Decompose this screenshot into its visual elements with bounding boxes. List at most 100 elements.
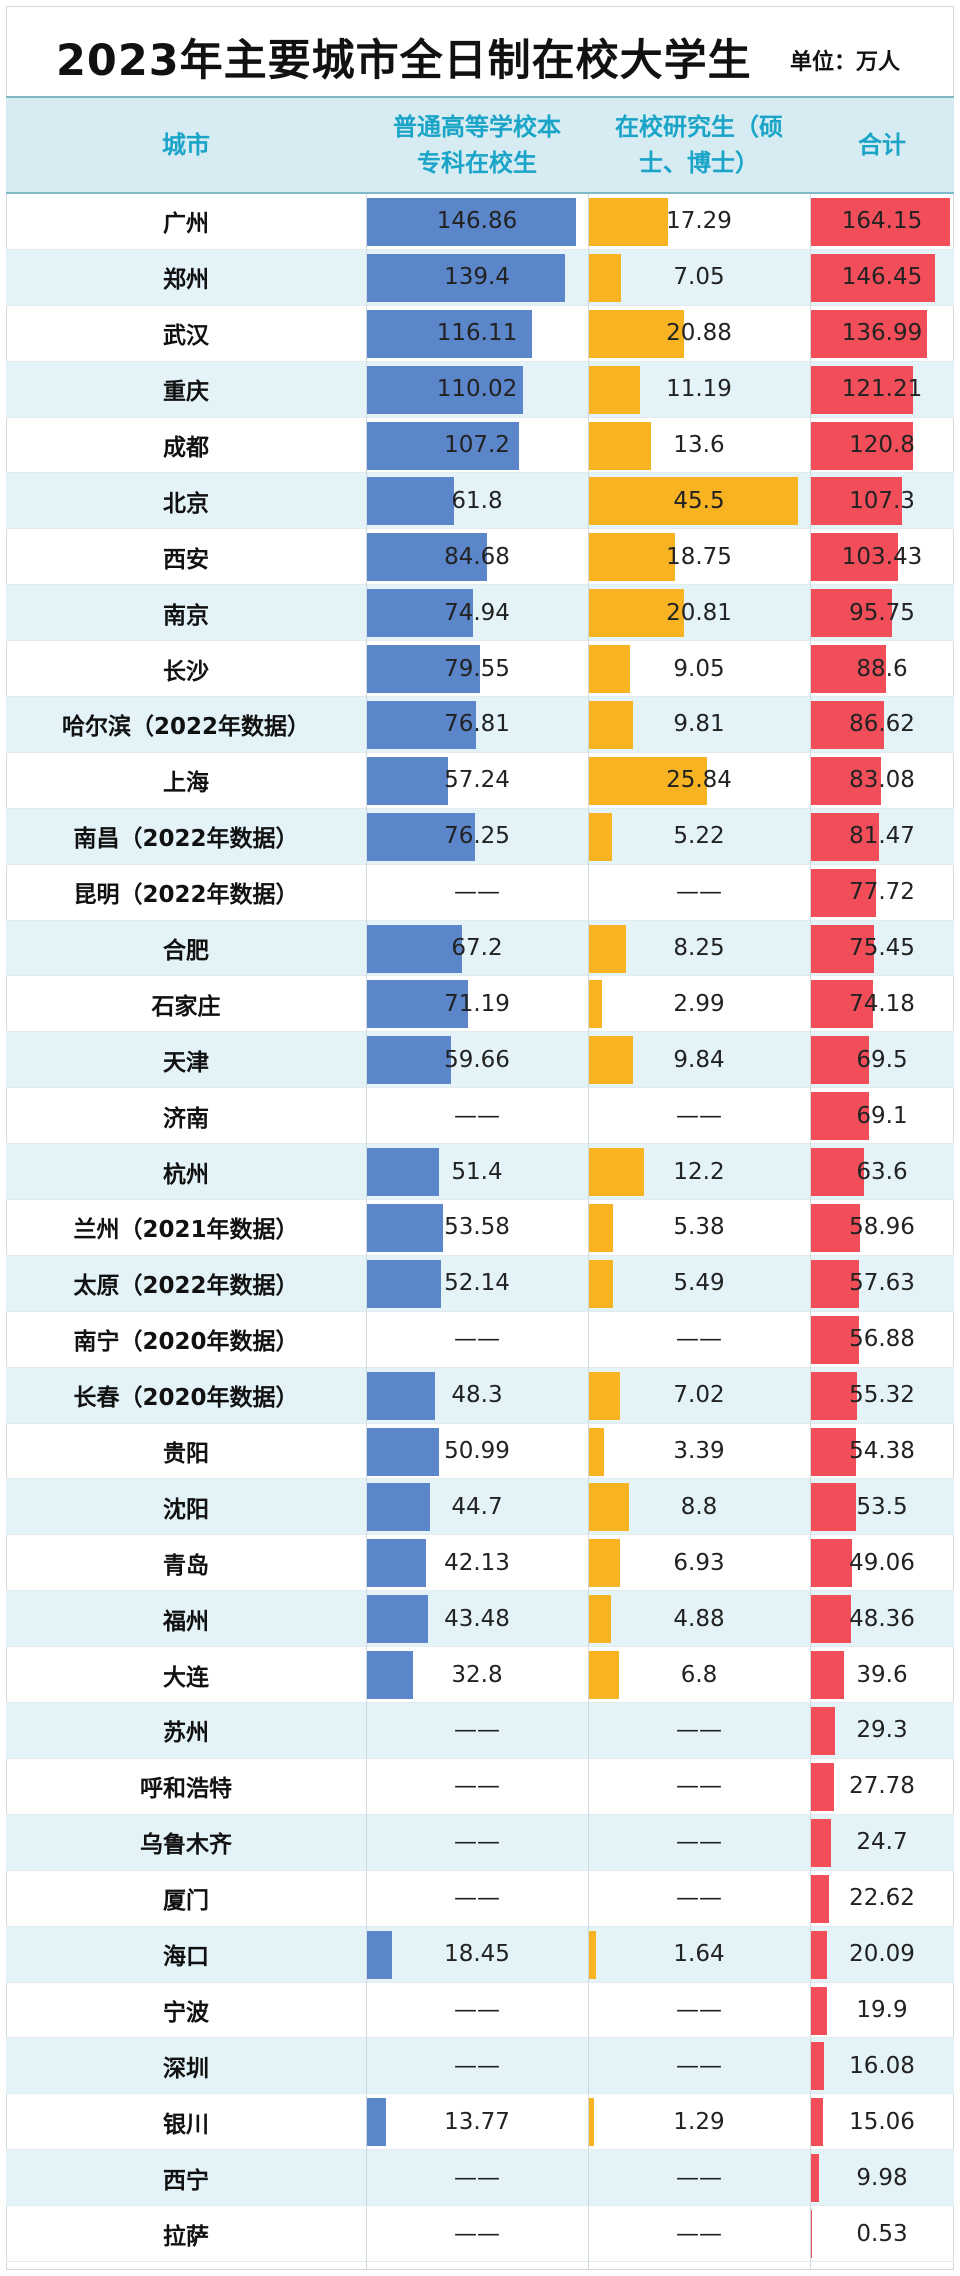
undergrad-value: 76.25 bbox=[444, 823, 510, 850]
undergrad-value: 79.55 bbox=[444, 655, 510, 682]
undergrad-bar bbox=[366, 477, 455, 526]
total-bar bbox=[810, 589, 892, 638]
undergrad-value: 53.58 bbox=[444, 1214, 510, 1241]
postgrad-value: —— bbox=[676, 2164, 722, 2191]
city-label: 沈阳 bbox=[163, 1496, 209, 1523]
total-bar bbox=[810, 198, 950, 246]
table-row: 上海 57.24 25.84 83.08 bbox=[6, 753, 954, 809]
table-row: 哈尔滨（2022年数据） 76.81 9.81 86.62 bbox=[6, 697, 954, 753]
undergrad-value: 52.14 bbox=[444, 1270, 510, 1297]
postgrad-value: 9.84 bbox=[673, 1046, 725, 1073]
city-label: 武汉 bbox=[163, 323, 209, 350]
total-value: 77.72 bbox=[849, 879, 915, 906]
city-label: 天津 bbox=[163, 1049, 209, 1076]
postgrad-bar bbox=[588, 1259, 614, 1308]
postgrad-bar bbox=[588, 2098, 594, 2147]
table-row: 重庆 110.02 11.19 121.21 bbox=[6, 361, 954, 418]
total-bar bbox=[810, 868, 877, 917]
table-row: 南宁（2020年数据） —— —— 56.88 bbox=[6, 1312, 954, 1368]
postgrad-value: 18.75 bbox=[666, 543, 732, 570]
undergrad-value: —— bbox=[454, 1326, 500, 1353]
postgrad-bar bbox=[588, 589, 685, 638]
city-label: 郑州 bbox=[163, 267, 209, 294]
postgrad-value: 7.05 bbox=[673, 264, 725, 291]
postgrad-bar bbox=[588, 1204, 613, 1253]
postgrad-value: 2.99 bbox=[673, 990, 725, 1017]
total-value: 39.6 bbox=[856, 1661, 908, 1688]
city-label: 济南 bbox=[163, 1105, 209, 1132]
table-row: 福州 43.48 4.88 48.36 bbox=[6, 1591, 954, 1648]
total-value: 20.09 bbox=[849, 1941, 915, 1968]
total-bar bbox=[810, 1204, 861, 1253]
header-undergrad-line1: 普通高等学校本 bbox=[393, 113, 561, 141]
total-value: 19.9 bbox=[856, 1996, 908, 2023]
total-value: 86.62 bbox=[849, 711, 915, 738]
total-value: 53.5 bbox=[856, 1493, 908, 1520]
column-divider bbox=[366, 194, 367, 2270]
total-bar bbox=[810, 645, 886, 694]
total-bar bbox=[810, 1371, 858, 1420]
postgrad-value: 13.6 bbox=[673, 432, 725, 458]
postgrad-bar bbox=[588, 1427, 604, 1476]
total-value: 107.3 bbox=[849, 487, 915, 514]
postgrad-bar bbox=[588, 1483, 629, 1532]
table-row: 南昌（2022年数据） 76.25 5.22 81.47 bbox=[6, 808, 954, 865]
table-row: 大连 32.8 6.8 39.6 bbox=[6, 1647, 954, 1704]
total-bar bbox=[810, 1930, 828, 1979]
undergrad-bar bbox=[366, 1204, 443, 1253]
total-value: 103.43 bbox=[841, 543, 923, 570]
table-row: 济南 —— —— 69.1 bbox=[6, 1088, 954, 1145]
total-bar bbox=[810, 1651, 844, 1700]
total-bar bbox=[810, 1315, 859, 1364]
city-label: 上海 bbox=[163, 770, 209, 797]
undergrad-value: 42.13 bbox=[444, 1549, 510, 1576]
table-row: 沈阳 44.7 8.8 53.5 bbox=[6, 1479, 954, 1536]
city-label: 贵阳 bbox=[163, 1441, 209, 1468]
total-value: 16.08 bbox=[849, 2052, 915, 2079]
postgrad-value: 1.64 bbox=[673, 1941, 725, 1968]
postgrad-value: 45.5 bbox=[673, 487, 725, 514]
table-row: 厦门 —— —— 22.62 bbox=[6, 1871, 954, 1927]
postgrad-value: 8.8 bbox=[680, 1493, 718, 1520]
postgrad-value: 17.29 bbox=[666, 208, 732, 235]
table-row: 兰州（2021年数据） 53.58 5.38 58.96 bbox=[6, 1200, 954, 1256]
header-total: 合计 bbox=[810, 98, 954, 192]
postgrad-bar bbox=[588, 701, 634, 750]
total-value: 15.06 bbox=[849, 2108, 915, 2135]
table-row: 银川 13.77 1.29 15.06 bbox=[6, 2094, 954, 2151]
postgrad-value: 5.38 bbox=[673, 1214, 725, 1241]
total-value: 121.21 bbox=[841, 376, 923, 403]
table-row: 长春（2020年数据） 48.3 7.02 55.32 bbox=[6, 1367, 954, 1424]
total-bar bbox=[810, 2210, 812, 2259]
postgrad-bar bbox=[588, 1148, 645, 1197]
undergrad-bar bbox=[366, 421, 520, 470]
total-value: 0.53 bbox=[856, 2220, 908, 2247]
undergrad-value: 84.68 bbox=[444, 543, 510, 570]
postgrad-bar bbox=[588, 1595, 611, 1644]
column-divider bbox=[588, 194, 589, 2270]
postgrad-bar bbox=[588, 1930, 596, 1979]
postgrad-bar bbox=[588, 812, 613, 861]
undergrad-value: 107.2 bbox=[444, 432, 510, 458]
table-row: 长沙 79.55 9.05 88.6 bbox=[6, 641, 954, 698]
undergrad-bar bbox=[366, 924, 463, 973]
header-postgrad: 在校研究生（硕 士、博士） bbox=[588, 98, 810, 192]
undergrad-bar bbox=[366, 1427, 439, 1476]
postgrad-bar bbox=[588, 1651, 620, 1700]
city-label: 乌鲁木齐 bbox=[140, 1832, 232, 1859]
city-label: 南昌（2022年数据） bbox=[73, 826, 299, 853]
postgrad-value: —— bbox=[676, 1102, 722, 1129]
total-value: 24.7 bbox=[856, 1829, 908, 1856]
header-city-label: 城市 bbox=[162, 131, 210, 159]
header-total-label: 合计 bbox=[858, 131, 906, 159]
total-bar bbox=[810, 1259, 860, 1308]
table-row: 昆明（2022年数据） —— —— 77.72 bbox=[6, 865, 954, 921]
postgrad-value: 8.25 bbox=[673, 935, 725, 962]
undergrad-bar bbox=[366, 533, 488, 582]
postgrad-bar bbox=[588, 198, 668, 246]
city-label: 宁波 bbox=[163, 1999, 209, 2026]
postgrad-value: 1.29 bbox=[673, 2108, 725, 2135]
undergrad-value: —— bbox=[454, 1829, 500, 1856]
table-row: 青岛 42.13 6.93 49.06 bbox=[6, 1535, 954, 1592]
undergrad-bar bbox=[366, 1930, 393, 1979]
